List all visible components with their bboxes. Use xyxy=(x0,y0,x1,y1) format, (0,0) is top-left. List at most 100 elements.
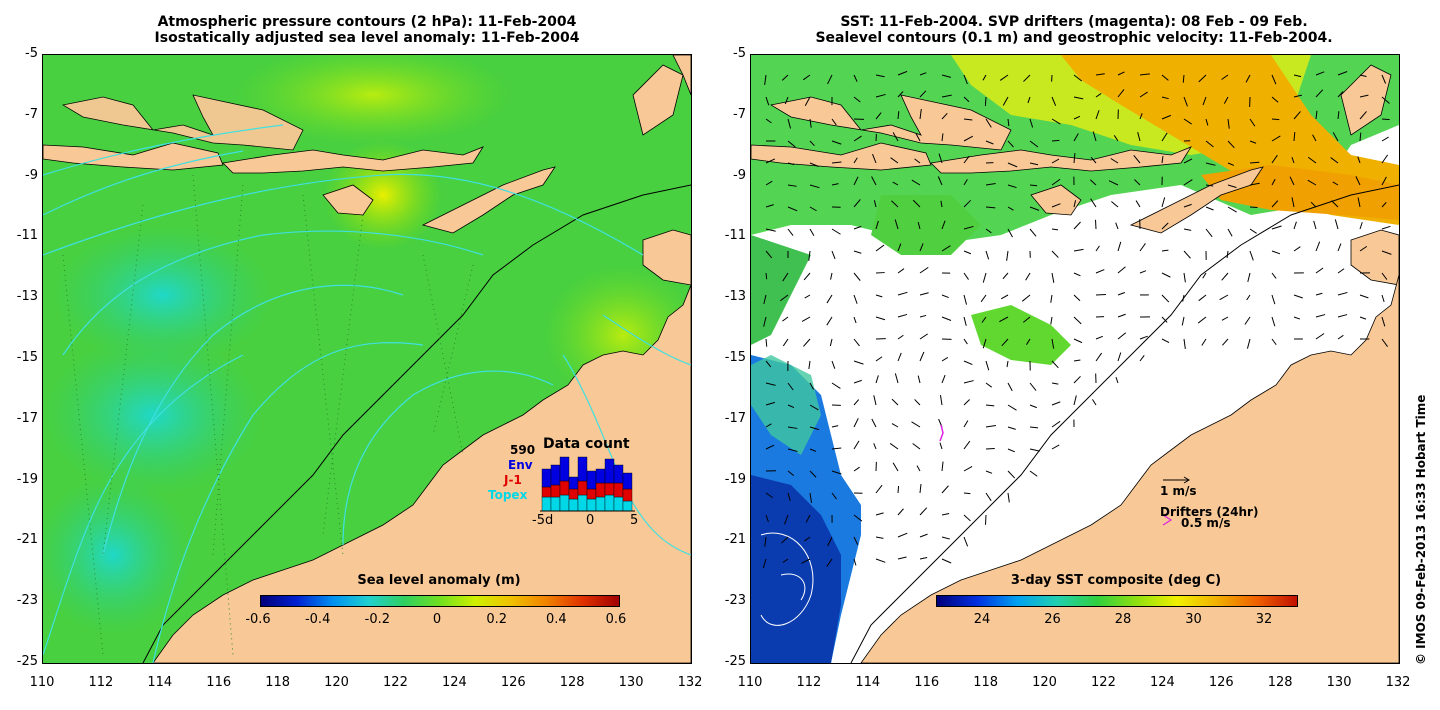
velocity-arrow xyxy=(1051,178,1061,186)
right-colorbar-tick: 32 xyxy=(1255,612,1273,627)
velocity-arrow xyxy=(1359,111,1367,120)
velocity-arrow xyxy=(1051,360,1059,369)
right-x-tick: 118 xyxy=(973,675,999,690)
inset-bar xyxy=(586,488,597,500)
land-tanimbar xyxy=(632,64,684,136)
velocity-arrow xyxy=(1355,176,1361,186)
velocity-arrow xyxy=(1161,74,1169,81)
right-map[interactable] xyxy=(750,54,1400,664)
velocity-arrow xyxy=(963,536,969,547)
legend-drifters-speed: 0.5 m/s xyxy=(1181,516,1231,530)
velocity-arrow xyxy=(1332,181,1339,186)
velocity-arrow xyxy=(963,399,970,406)
inset-bar xyxy=(613,464,624,484)
left-x-tick: 126 xyxy=(500,675,526,690)
velocity-arrow xyxy=(1073,74,1083,82)
velocity-arrow xyxy=(808,360,811,369)
velocity-arrow xyxy=(1271,272,1277,279)
inset-bar xyxy=(550,484,561,498)
velocity-arrow xyxy=(1029,470,1038,477)
inset-bar xyxy=(622,472,633,490)
velocity-arrow xyxy=(1115,376,1119,384)
velocity-arrow xyxy=(872,153,877,164)
velocity-arrow xyxy=(1113,135,1119,142)
left-colorbar-tick: 0 xyxy=(432,612,442,627)
velocity-arrow xyxy=(1381,136,1389,142)
velocity-arrow xyxy=(941,245,951,252)
velocity-arrow xyxy=(1381,202,1387,208)
velocity-arrow xyxy=(765,228,776,232)
velocity-arrow xyxy=(1117,332,1127,340)
velocity-arrow xyxy=(897,485,900,494)
inset-bar xyxy=(577,456,588,482)
velocity-arrow xyxy=(985,206,996,209)
velocity-arrow xyxy=(1161,155,1164,164)
land-lombok-sumbawa-r xyxy=(930,146,1192,174)
left-map[interactable] xyxy=(42,54,692,664)
velocity-arrow xyxy=(1201,338,1207,346)
inset-label-j1: J-1 xyxy=(504,473,522,487)
left-colorbar-tick: -0.6 xyxy=(245,612,271,627)
velocity-arrow xyxy=(1183,96,1188,107)
velocity-arrow xyxy=(1161,338,1170,344)
inset-bar xyxy=(595,468,606,484)
velocity-arrow xyxy=(963,155,970,164)
velocity-arrow xyxy=(912,443,921,450)
left-x-tick: 124 xyxy=(441,675,467,690)
velocity-arrow xyxy=(1307,179,1317,186)
velocity-arrow xyxy=(1271,178,1276,186)
velocity-arrow xyxy=(1337,111,1340,120)
velocity-arrow xyxy=(1205,118,1209,126)
velocity-arrow xyxy=(765,514,769,522)
velocity-arrow xyxy=(1359,74,1367,78)
velocity-arrow xyxy=(787,140,796,148)
velocity-arrow xyxy=(919,333,929,340)
velocity-arrow xyxy=(1007,470,1016,479)
velocity-arrow xyxy=(1090,198,1097,208)
velocity-arrow xyxy=(804,294,811,299)
velocity-arrow xyxy=(765,158,776,164)
inset-bar xyxy=(568,488,579,500)
velocity-arrow xyxy=(1331,200,1339,208)
velocity-arrow xyxy=(1359,222,1363,230)
velocity-arrow xyxy=(897,313,908,318)
left-x-tick: 130 xyxy=(618,675,644,690)
velocity-arrow xyxy=(938,153,943,164)
velocity-arrow xyxy=(804,536,811,542)
velocity-arrow xyxy=(784,514,789,525)
velocity-arrow xyxy=(1249,118,1256,127)
velocity-arrow xyxy=(1219,294,1229,301)
velocity-arrow xyxy=(1205,206,1214,211)
velocity-arrow xyxy=(1117,266,1126,274)
velocity-arrow xyxy=(1381,96,1390,104)
velocity-arrow xyxy=(985,360,990,371)
velocity-arrow xyxy=(919,314,927,318)
velocity-arrow xyxy=(853,466,860,472)
velocity-arrow xyxy=(1337,291,1348,296)
land-australia xyxy=(152,284,691,663)
velocity-arrow xyxy=(873,443,877,450)
velocity-arrow xyxy=(1183,179,1193,186)
velocity-arrow xyxy=(762,558,767,569)
shelf-contour xyxy=(142,184,691,663)
velocity-arrow xyxy=(941,74,952,78)
velocity-arrow xyxy=(914,399,921,406)
land-timor xyxy=(421,166,556,234)
velocity-arrow xyxy=(889,443,899,450)
velocity-arrow xyxy=(963,225,974,230)
velocity-arrow xyxy=(1291,197,1295,208)
velocity-arrow xyxy=(831,250,836,260)
velocity-arrow xyxy=(1381,294,1385,303)
velocity-arrow xyxy=(985,118,992,128)
velocity-arrow xyxy=(1025,272,1031,281)
left-y-tick: -19 xyxy=(16,471,38,487)
right-x-tick: 120 xyxy=(1032,675,1057,690)
inset-bar xyxy=(550,496,561,512)
velocity-arrow xyxy=(1249,140,1257,144)
right-y-tick: -15 xyxy=(724,350,746,365)
velocity-arrow xyxy=(917,375,921,384)
velocity-arrow xyxy=(1198,294,1207,302)
left-x-tick: 110 xyxy=(29,675,55,690)
velocity-arrow xyxy=(1315,71,1325,76)
velocity-arrow xyxy=(853,272,861,281)
